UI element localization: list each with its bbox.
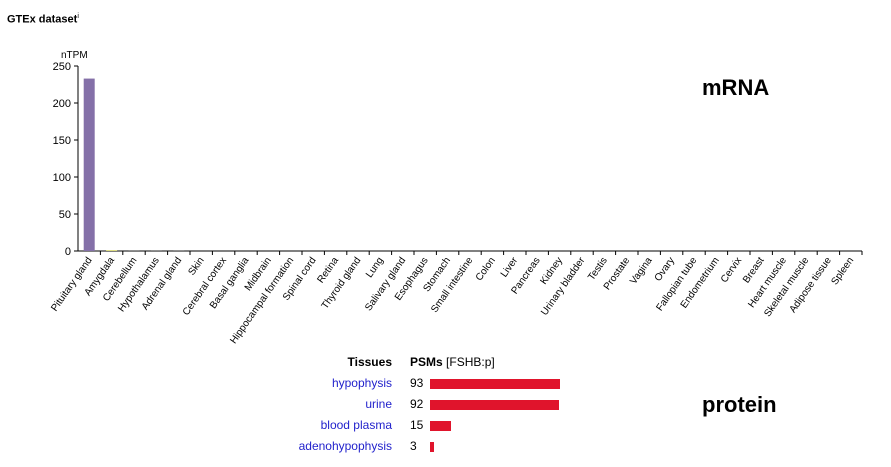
x-tick-label: Vagina <box>628 255 655 287</box>
psms-column-header: PSMs [FSHB:p] <box>410 355 495 369</box>
title-text: GTEx dataset <box>7 13 78 26</box>
protein-tissue-link[interactable]: hypophysis <box>331 376 392 390</box>
psm-bar <box>430 442 434 452</box>
bar <box>106 250 118 251</box>
protein-tissue-link[interactable]: blood plasma <box>320 418 392 432</box>
y-tick-label: 150 <box>53 135 71 147</box>
info-icon[interactable]: i <box>77 13 79 20</box>
tissues-column-header: Tissues <box>347 355 392 369</box>
psm-value: 92 <box>410 397 424 411</box>
y-tick-label: 250 <box>53 61 71 73</box>
psms-gene-label: [FSHB:p] <box>446 355 495 369</box>
protein-tissue-link[interactable]: urine <box>365 397 392 411</box>
psms-label: PSMs <box>410 355 443 369</box>
chart-title: GTEx dataseti <box>7 13 79 26</box>
x-tick-label: Lung <box>364 255 386 280</box>
psm-bar <box>430 379 560 389</box>
psm-bar <box>430 421 451 431</box>
y-axis-label: nTPM <box>61 50 88 61</box>
protein-tissue-link[interactable]: adenohypophysis <box>298 439 392 453</box>
x-tick-label: Spleen <box>829 255 856 287</box>
psm-value: 93 <box>410 376 424 390</box>
psm-value: 15 <box>410 418 424 432</box>
psm-bar <box>430 400 559 410</box>
bar <box>83 78 95 251</box>
y-tick-label: 50 <box>59 209 71 221</box>
y-tick-label: 200 <box>53 98 71 110</box>
x-tick-label: Colon <box>474 255 498 283</box>
x-tick-label: Cervix <box>719 255 744 285</box>
protein-label: protein <box>702 392 777 417</box>
x-tick-label: Liver <box>499 255 521 280</box>
x-tick-label: Skin <box>186 255 206 277</box>
y-tick-label: 0 <box>65 246 71 258</box>
y-tick-label: 100 <box>53 172 71 184</box>
psm-value: 3 <box>410 439 417 453</box>
mrna-label: mRNA <box>702 75 770 100</box>
